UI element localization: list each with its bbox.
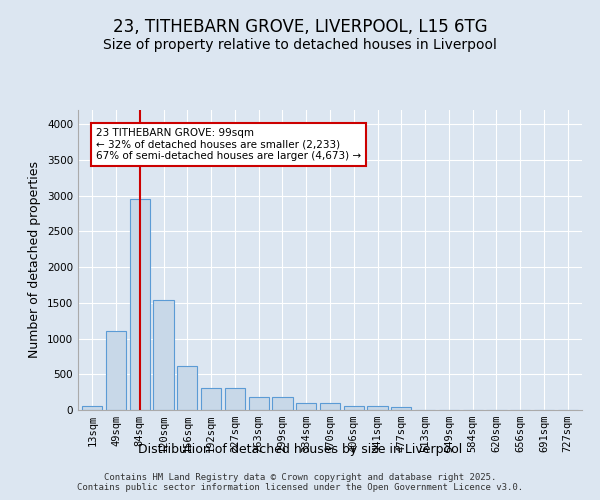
Bar [177,366,197,410]
Text: 23, TITHEBARN GROVE, LIVERPOOL, L15 6TG: 23, TITHEBARN GROVE, LIVERPOOL, L15 6TG [113,18,487,36]
Y-axis label: Number of detached properties: Number of detached properties [28,162,41,358]
Bar [391,407,412,410]
Bar [201,388,221,410]
Bar [344,406,364,410]
Bar [248,397,269,410]
Text: Size of property relative to detached houses in Liverpool: Size of property relative to detached ho… [103,38,497,52]
Bar [296,403,316,410]
Bar [154,300,173,410]
Text: Contains HM Land Registry data © Crown copyright and database right 2025.
Contai: Contains HM Land Registry data © Crown c… [77,472,523,492]
Bar [106,332,126,410]
Text: Distribution of detached houses by size in Liverpool: Distribution of detached houses by size … [138,442,462,456]
Bar [272,397,293,410]
Bar [320,403,340,410]
Bar [367,406,388,410]
Bar [82,406,103,410]
Bar [130,198,150,410]
Bar [225,388,245,410]
Text: 23 TITHEBARN GROVE: 99sqm
← 32% of detached houses are smaller (2,233)
67% of se: 23 TITHEBARN GROVE: 99sqm ← 32% of detac… [96,128,361,161]
